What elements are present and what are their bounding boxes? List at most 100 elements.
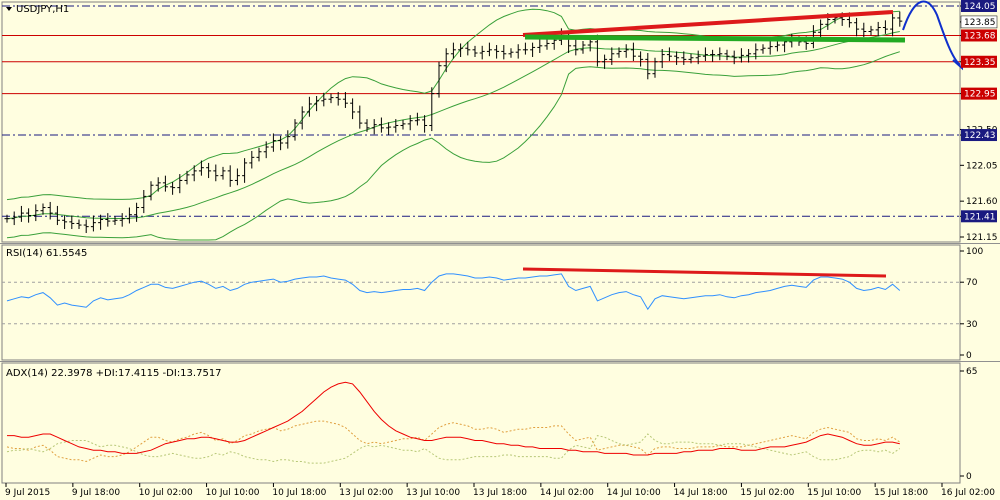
level-tag-label: 122.43 [964,131,996,141]
price-bar [342,92,348,108]
price-bar [191,165,197,182]
time-tick-label: 14 Jul 10:00 [607,488,661,498]
level-tag [961,0,997,12]
level-tag-label: 122.95 [964,90,996,100]
price-bar [450,42,456,59]
level-tag [961,210,997,223]
adx-label: ADX(14) 22.3978 +DI:17.4115 -DI:13.7517 [6,368,222,379]
bb-middle [6,31,900,220]
price-bar [652,57,658,78]
price-bar [321,92,327,107]
price-bar [220,166,226,180]
main-pane-frame [1,1,961,243]
price-bar [314,96,320,112]
main-pane[interactable]: USDJPY,H1 124.05 123.85 123.68 123.35 122.95… [1,0,998,243]
price-bar [364,119,370,132]
price-axis: 124.05123.85123.68123.35122.95122.50122.… [960,0,998,243]
price-bar [630,42,636,61]
price-bar [544,39,550,50]
adx-axis: 65 0 [960,367,977,482]
price-bar [659,49,665,69]
price-bar [378,117,384,133]
symbol-label: USDJPY,H1 [16,4,69,15]
price-bar [206,162,212,179]
price-bar [414,112,420,126]
rsi-pane[interactable]: RSI(14) 61.5545 100 70 30 0 [1,244,983,361]
resistance-trendline [522,10,894,37]
price-bar [119,213,125,227]
adx-pane[interactable]: ADX(14) 22.3978 +DI:17.4115 -DI:13.7517 … [1,362,977,484]
price-bar [623,44,629,58]
price-bar [508,48,514,58]
price-bar [328,93,334,104]
price-bar [227,165,233,187]
price-bar [4,214,10,223]
price-bar [486,42,492,57]
rsi-pane-frame [1,244,961,361]
price-bar [818,19,824,40]
price-bar [242,158,248,183]
price-bar [875,21,881,37]
time-tick-label: 15 Jul 02:00 [740,488,794,498]
price-bar [479,45,485,60]
price-bar [357,105,363,129]
price-bar [249,150,255,169]
price-bar [292,119,298,141]
price-tick-label: 121.60 [966,197,998,207]
price-bar [162,175,168,192]
price-bar [530,42,536,57]
price-bar [234,168,240,186]
price-bar [861,22,867,38]
price-bar [26,208,32,223]
price-bar [90,215,96,232]
horizontal-levels [2,5,960,217]
price-bar [688,53,694,64]
collapse-triangle-icon[interactable] [6,7,12,11]
rsi-line [6,273,901,311]
time-tick-label: 10 Jul 10:00 [206,488,260,498]
support-zone-line [524,34,906,43]
price-bar [731,50,737,65]
price-bar [501,45,507,60]
level-tag [961,55,997,68]
price-bar [393,119,399,133]
price-bar [494,45,500,59]
price-bar [76,219,82,230]
price-bar [760,44,766,54]
rsi-tick-label: 0 [966,351,972,361]
price-bar [400,119,406,130]
rsi-tick-label: 30 [966,320,978,330]
price-bar [112,216,118,226]
rsi-axis: 100 70 30 0 [960,247,983,361]
price-bar [407,115,413,131]
price-bar [609,47,615,65]
price-bar [213,164,219,182]
adx-tick-label: 65 [966,367,977,377]
time-tick-label: 14 Jul 02:00 [540,488,594,498]
level-tag-label: 123.68 [964,31,996,41]
price-bar [443,48,449,73]
rsi-tick-label: 100 [966,247,983,257]
price-bar [134,202,140,222]
price-bar [141,190,147,214]
price-bar [674,51,680,65]
time-tick-label: 9 Jul 2015 [5,488,50,498]
time-tick-label: 14 Jul 18:00 [674,488,728,498]
price-bar [882,20,888,34]
price-bar [198,160,204,176]
level-tag [961,87,997,100]
price-bar [702,47,708,61]
price-bar [126,207,132,224]
price-bar [602,54,608,69]
price-bar [350,98,356,120]
price-bar [386,122,392,136]
price-bar [767,41,773,55]
time-tick-label: 16 Jul 02:00 [941,488,995,498]
time-tick-label: 9 Jul 18:00 [72,488,121,498]
price-bar [148,181,154,201]
price-bar [285,130,291,149]
price-bar [810,25,816,49]
price-bar [299,106,305,130]
